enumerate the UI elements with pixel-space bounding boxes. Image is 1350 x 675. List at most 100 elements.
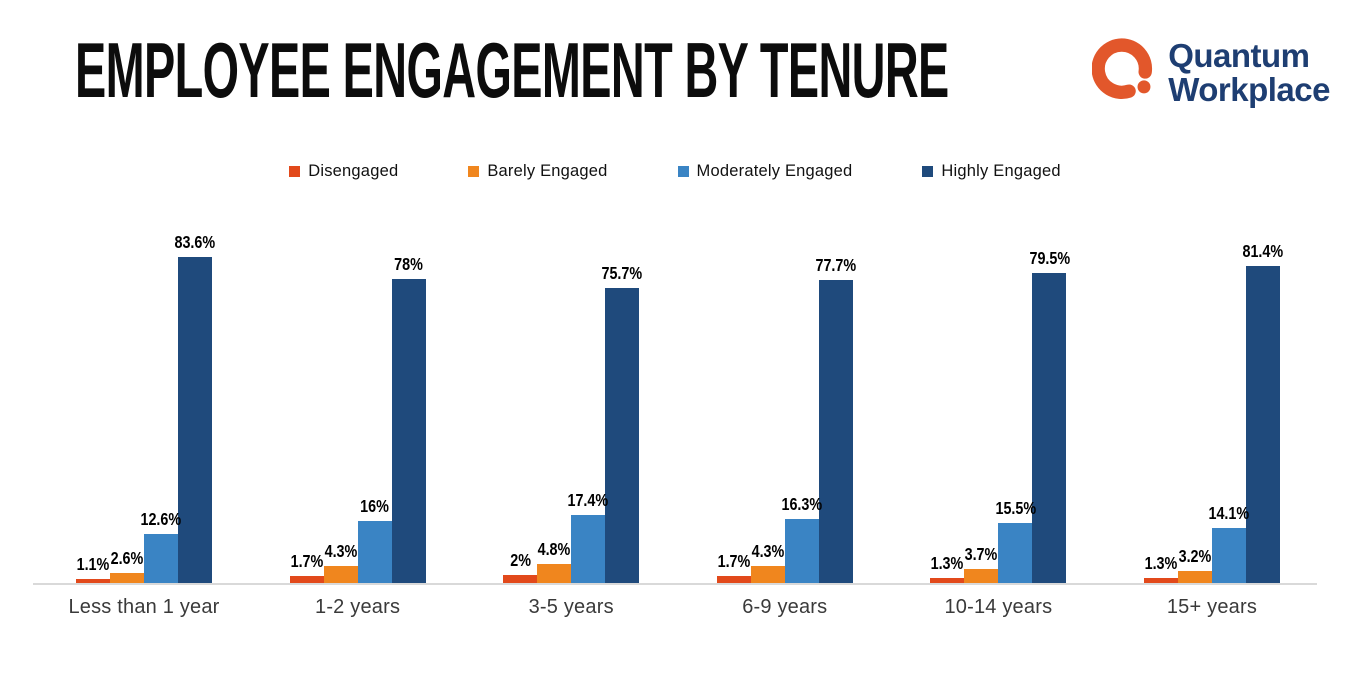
bar-value-label: 12.6% bbox=[140, 509, 182, 529]
legend-color-swatch bbox=[677, 166, 689, 177]
legend-label: Highly Engaged bbox=[941, 162, 1061, 180]
category-label: 6-9 years bbox=[742, 596, 828, 618]
bar-value-label: 81.4% bbox=[1242, 241, 1284, 261]
legend-color-swatch bbox=[289, 166, 301, 177]
bar-value-label: 83.6% bbox=[174, 232, 216, 252]
bar-value-label: 2% bbox=[509, 550, 531, 570]
bar-barely-engaged bbox=[964, 569, 999, 583]
legend-label: Moderately Engaged bbox=[696, 162, 853, 180]
bar-column: 1.3% bbox=[1143, 223, 1178, 583]
bar-barely-engaged bbox=[323, 566, 358, 583]
bar-barely-engaged bbox=[1177, 571, 1212, 583]
bar-moderately-engaged bbox=[1211, 528, 1246, 583]
bar-highly-engaged bbox=[1032, 273, 1067, 583]
legend-item-disengaged: Disengaged bbox=[289, 162, 398, 181]
bar-disengaged bbox=[716, 576, 751, 583]
bar-column: 3.2% bbox=[1177, 223, 1212, 583]
logo-wordmark: Quantum Workplace bbox=[1168, 39, 1330, 107]
bar-moderately-engaged bbox=[784, 519, 819, 583]
bar-value-label: 14.1% bbox=[1208, 503, 1250, 523]
bar-column: 4.3% bbox=[750, 223, 785, 583]
bar-highly-engaged bbox=[391, 279, 426, 583]
bar-value-label: 1.7% bbox=[717, 551, 751, 571]
bar-disengaged bbox=[503, 575, 538, 583]
category-label: Less than 1 year bbox=[68, 596, 220, 618]
bar-highly-engaged bbox=[178, 257, 212, 583]
bar-moderately-engaged bbox=[571, 515, 606, 583]
bar-highly-engaged bbox=[1245, 266, 1280, 583]
bar-column: 14.1% bbox=[1209, 223, 1249, 583]
bar-group-15-years: 1.3% 3.2% 14.1% 81.4% bbox=[1143, 223, 1283, 583]
legend-label: Disengaged bbox=[308, 162, 399, 180]
bar-column: 75.7% bbox=[602, 223, 643, 583]
quantum-q-mark-icon bbox=[1092, 38, 1153, 99]
bar-column: 79.5% bbox=[1029, 223, 1070, 583]
legend-color-swatch bbox=[468, 166, 480, 177]
bar-column: 15.5% bbox=[995, 223, 1036, 583]
bar-value-label: 78% bbox=[394, 254, 423, 274]
bar-column: 1.7% bbox=[716, 223, 751, 583]
bar-value-label: 16.3% bbox=[781, 494, 823, 514]
bar-column: 2% bbox=[503, 223, 538, 583]
bar-moderately-engaged bbox=[144, 534, 178, 583]
bar-value-label: 3.2% bbox=[1178, 546, 1212, 566]
bar-value-label: 1.1% bbox=[76, 554, 110, 574]
bar-highly-engaged bbox=[605, 288, 640, 583]
legend-label: Barely Engaged bbox=[487, 162, 608, 180]
x-axis-baseline bbox=[33, 583, 1317, 585]
chart-legend: Disengaged Barely Engaged Moderately Engag… bbox=[0, 162, 1350, 181]
bar-column: 77.7% bbox=[815, 223, 856, 583]
bar-disengaged bbox=[76, 579, 110, 583]
bar-highly-engaged bbox=[818, 280, 853, 583]
category-label: 1-2 years bbox=[315, 596, 401, 618]
bar-column: 81.4% bbox=[1243, 223, 1283, 583]
quantum-workplace-logo: Quantum Workplace bbox=[1092, 33, 1330, 111]
bar-column: 83.6% bbox=[175, 223, 215, 583]
bar-value-label: 77.7% bbox=[815, 255, 857, 275]
bar-value-label: 16% bbox=[360, 496, 389, 516]
bar-moderately-engaged bbox=[357, 521, 392, 583]
bar-column: 1.7% bbox=[289, 223, 324, 583]
legend-item-moderately-engaged: Moderately Engaged bbox=[677, 162, 853, 181]
bar-column: 1.1% bbox=[76, 223, 110, 583]
bar-value-label: 2.6% bbox=[110, 548, 144, 568]
bar-group-1-2-years: 1.7% 4.3% 16% 78% bbox=[289, 223, 426, 583]
bar-column: 4.3% bbox=[323, 223, 358, 583]
bar-value-label: 1.7% bbox=[290, 551, 323, 571]
legend-color-swatch bbox=[922, 166, 934, 177]
bar-disengaged bbox=[289, 576, 324, 583]
bar-group-3-5-years: 2% 4.8% 17.4% 75.7% bbox=[503, 223, 643, 583]
bar-value-label: 1.3% bbox=[1144, 553, 1178, 573]
bar-moderately-engaged bbox=[998, 523, 1033, 583]
bar-barely-engaged bbox=[750, 566, 785, 583]
bar-group-less-than-1-year: 1.1% 2.6% 12.6% 83.6% bbox=[76, 223, 215, 583]
bar-value-label: 4.3% bbox=[324, 541, 357, 561]
bar-column: 78% bbox=[391, 223, 426, 583]
x-axis-category-labels: Less than 1 year 1-2 years 3-5 years 6-9 ye… bbox=[68, 596, 1280, 619]
bar-column: 1.3% bbox=[930, 223, 965, 583]
bar-disengaged bbox=[930, 578, 965, 583]
bar-column: 3.7% bbox=[964, 223, 999, 583]
bar-value-label: 1.3% bbox=[931, 553, 964, 573]
bar-barely-engaged bbox=[110, 573, 144, 583]
bar-column: 2.6% bbox=[110, 223, 144, 583]
bar-barely-engaged bbox=[537, 564, 572, 583]
bar-group-6-9-years: 1.7% 4.3% 16.3% 77.7% bbox=[716, 223, 856, 583]
bar-value-label: 4.8% bbox=[537, 539, 571, 559]
category-label: 15+ years bbox=[1166, 596, 1258, 618]
bar-value-label: 75.7% bbox=[601, 263, 643, 283]
bar-value-label: 15.5% bbox=[995, 498, 1036, 518]
bar-column: 16.3% bbox=[781, 223, 822, 583]
legend-item-highly-engaged: Highly Engaged bbox=[922, 162, 1061, 181]
logo-line1: Quantum bbox=[1168, 37, 1310, 74]
bar-column: 12.6% bbox=[141, 223, 181, 583]
bar-column: 16% bbox=[357, 223, 392, 583]
category-label: 10-14 years bbox=[944, 596, 1053, 618]
bar-value-label: 3.7% bbox=[965, 544, 998, 564]
logo-line2: Workplace bbox=[1168, 71, 1330, 108]
bar-chart-plot-area: 1.1% 2.6% 12.6% 83.6% 1.7% 4.3% 16% 78% 2% 4.8% 17… bbox=[76, 223, 1283, 583]
category-label: 3-5 years bbox=[528, 596, 614, 618]
bar-value-label: 79.5% bbox=[1029, 248, 1070, 268]
legend-item-barely-engaged: Barely Engaged bbox=[468, 162, 607, 181]
